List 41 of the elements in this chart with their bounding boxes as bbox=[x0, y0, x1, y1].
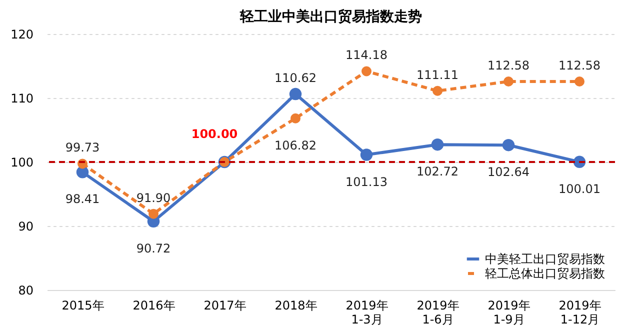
point bbox=[148, 208, 158, 219]
data-label: 90.72 bbox=[136, 241, 171, 256]
x-tick-label: 2019年 1-12月 bbox=[558, 298, 602, 326]
legend-label: 中美轻工出口贸易指数 bbox=[485, 252, 605, 266]
data-label: 100.01 bbox=[558, 182, 600, 196]
x-tick-label: 2015年 bbox=[62, 298, 104, 312]
annotation: 100.00 bbox=[191, 127, 238, 141]
x-tick-label: 2019年 1-6月 bbox=[416, 298, 460, 326]
y-tick-label: 100 bbox=[10, 156, 34, 170]
data-label: 91.90 bbox=[136, 190, 171, 205]
data-label: 106.82 bbox=[274, 138, 316, 152]
point bbox=[362, 66, 372, 76]
y-tick-label: 120 bbox=[10, 28, 34, 42]
point bbox=[431, 138, 444, 151]
x-tick-label: 2016年 bbox=[132, 298, 176, 312]
point bbox=[432, 86, 442, 96]
x-tick-label: 2017年 bbox=[204, 298, 246, 312]
x-tick-label: 2018年 bbox=[274, 298, 318, 312]
data-label: 101.13 bbox=[346, 174, 388, 189]
data-label: 111.11 bbox=[416, 68, 458, 82]
data-label: 99.73 bbox=[65, 140, 100, 155]
data-label: 102.72 bbox=[416, 164, 458, 179]
chart-title: 轻工业中美出口贸易指数走势 bbox=[239, 8, 422, 25]
point bbox=[290, 113, 300, 124]
legend-label: 轻工总体出口贸易指数 bbox=[485, 266, 605, 280]
x-tick-label: 2019年 1-9月 bbox=[488, 298, 530, 326]
data-label: 102.64 bbox=[488, 165, 530, 180]
data-label: 112.58 bbox=[558, 58, 600, 72]
data-label: 98.41 bbox=[65, 192, 100, 206]
point bbox=[574, 76, 584, 86]
data-label: 112.58 bbox=[488, 58, 530, 72]
point bbox=[504, 76, 514, 86]
data-label: 114.18 bbox=[346, 48, 388, 62]
y-tick-label: 110 bbox=[10, 92, 34, 106]
point bbox=[502, 138, 515, 152]
point bbox=[360, 148, 373, 161]
y-tick-label: 80 bbox=[18, 284, 34, 298]
data-label: 110.62 bbox=[274, 71, 316, 86]
x-tick-label: 2019年 1-3月 bbox=[346, 298, 388, 326]
point bbox=[289, 88, 302, 100]
y-tick-label: 90 bbox=[18, 220, 34, 234]
